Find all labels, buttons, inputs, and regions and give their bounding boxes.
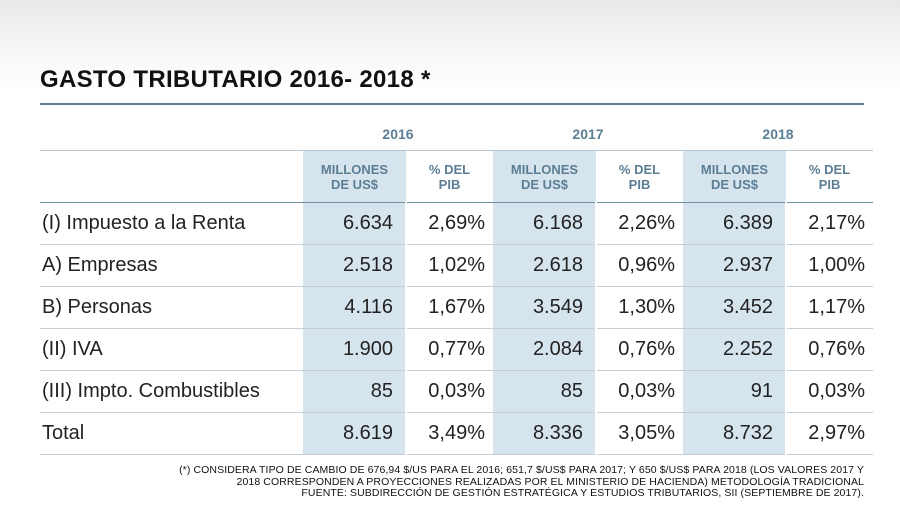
footnote-source: FUENTE: SUBDIRECCIÓN DE GESTIÓN ESTRATÉG… xyxy=(301,487,864,499)
value-2016: 85 xyxy=(303,370,407,413)
table-row: A) Empresas 2.518 1,02% 2.618 0,96% 2.93… xyxy=(40,244,873,287)
title-divider xyxy=(40,103,864,105)
value-2017: 2.618 xyxy=(493,244,597,287)
col-header-pct-2017: % DEL PIB xyxy=(596,150,683,203)
pct-2017: 0,76% xyxy=(596,328,683,371)
col-header-label: % DEL PIB xyxy=(618,161,661,192)
col-header-label: % DEL PIB xyxy=(428,161,471,192)
value-2018: 6.389 xyxy=(683,202,787,245)
pct-2016: 0,03% xyxy=(406,370,493,413)
pct-2016: 3,49% xyxy=(406,412,493,455)
pct-2017: 0,96% xyxy=(596,244,683,287)
corner-cell xyxy=(40,118,303,151)
row-label: (III) Impto. Combustibles xyxy=(40,370,303,413)
row-label: B) Personas xyxy=(40,286,303,329)
value-2016: 2.518 xyxy=(303,244,407,287)
pct-2018: 0,76% xyxy=(786,328,873,371)
value-2018: 8.732 xyxy=(683,412,787,455)
col-header-pct-2018: % DEL PIB xyxy=(786,150,873,203)
row-label: (II) IVA xyxy=(40,328,303,371)
pct-2017: 3,05% xyxy=(596,412,683,455)
pct-2017: 2,26% xyxy=(596,202,683,245)
value-2018: 2.252 xyxy=(683,328,787,371)
col-header-label: MILLONES DE US$ xyxy=(510,161,579,192)
sub-header-row: MILLONES DE US$ % DEL PIB MILLONES DE US… xyxy=(40,150,873,203)
footnote-line: (*) CONSIDERA TIPO DE CAMBIO DE 676,94 $… xyxy=(179,464,864,476)
value-2018: 3.452 xyxy=(683,286,787,329)
row-label: (I) Impuesto a la Renta xyxy=(40,202,303,245)
col-header-millones-2017: MILLONES DE US$ xyxy=(493,150,596,203)
col-header-label: MILLONES DE US$ xyxy=(320,161,389,192)
footnote: (*) CONSIDERA TIPO DE CAMBIO DE 676,94 $… xyxy=(24,464,864,500)
pct-2017: 1,30% xyxy=(596,286,683,329)
col-header-label: % DEL PIB xyxy=(808,161,851,192)
pct-2018: 1,00% xyxy=(786,244,873,287)
value-2016: 6.634 xyxy=(303,202,407,245)
value-2017: 3.549 xyxy=(493,286,597,329)
col-header-millones-2016: MILLONES DE US$ xyxy=(303,150,406,203)
table-row: B) Personas 4.116 1,67% 3.549 1,30% 3.45… xyxy=(40,286,873,329)
col-header-millones-2018: MILLONES DE US$ xyxy=(683,150,786,203)
pct-2016: 0,77% xyxy=(406,328,493,371)
value-2016: 1.900 xyxy=(303,328,407,371)
table-row: (II) IVA 1.900 0,77% 2.084 0,76% 2.252 0… xyxy=(40,328,873,371)
value-2017: 2.084 xyxy=(493,328,597,371)
table-row-total: Total 8.619 3,49% 8.336 3,05% 8.732 2,97… xyxy=(40,412,873,455)
footnote-line: 2018 CORRESPONDEN A PROYECCIONES REALIZA… xyxy=(236,475,864,488)
pct-2018: 2,17% xyxy=(786,202,873,245)
year-header-2017: 2017 xyxy=(493,118,683,151)
year-header-row: 2016 2017 2018 xyxy=(40,118,873,151)
year-header-2018: 2018 xyxy=(683,118,873,151)
pct-2018: 2,97% xyxy=(786,412,873,455)
page-title: GASTO TRIBUTARIO 2016- 2018 * xyxy=(40,66,431,93)
col-header-pct-2016: % DEL PIB xyxy=(406,150,493,203)
pct-2018: 1,17% xyxy=(786,286,873,329)
table-row: (I) Impuesto a la Renta 6.634 2,69% 6.16… xyxy=(40,202,873,245)
pct-2018: 0,03% xyxy=(786,370,873,413)
year-header-2016: 2016 xyxy=(303,118,493,151)
pct-2016: 2,69% xyxy=(406,202,493,245)
value-2017: 6.168 xyxy=(493,202,597,245)
pct-2016: 1,67% xyxy=(406,286,493,329)
row-label: Total xyxy=(40,412,303,455)
value-2017: 85 xyxy=(493,370,597,413)
value-2016: 8.619 xyxy=(303,412,407,455)
value-2017: 8.336 xyxy=(493,412,597,455)
table-row: (III) Impto. Combustibles 85 0,03% 85 0,… xyxy=(40,370,873,413)
pct-2017: 0,03% xyxy=(596,370,683,413)
row-label: A) Empresas xyxy=(40,244,303,287)
value-2016: 4.116 xyxy=(303,286,407,329)
value-2018: 91 xyxy=(683,370,787,413)
pct-2016: 1,02% xyxy=(406,244,493,287)
sub-header-empty xyxy=(40,150,303,203)
col-header-label: MILLONES DE US$ xyxy=(700,161,769,192)
value-2018: 2.937 xyxy=(683,244,787,287)
tax-expenditure-table: 2016 2017 2018 MILLONES DE US$ % DEL PIB… xyxy=(40,118,873,455)
